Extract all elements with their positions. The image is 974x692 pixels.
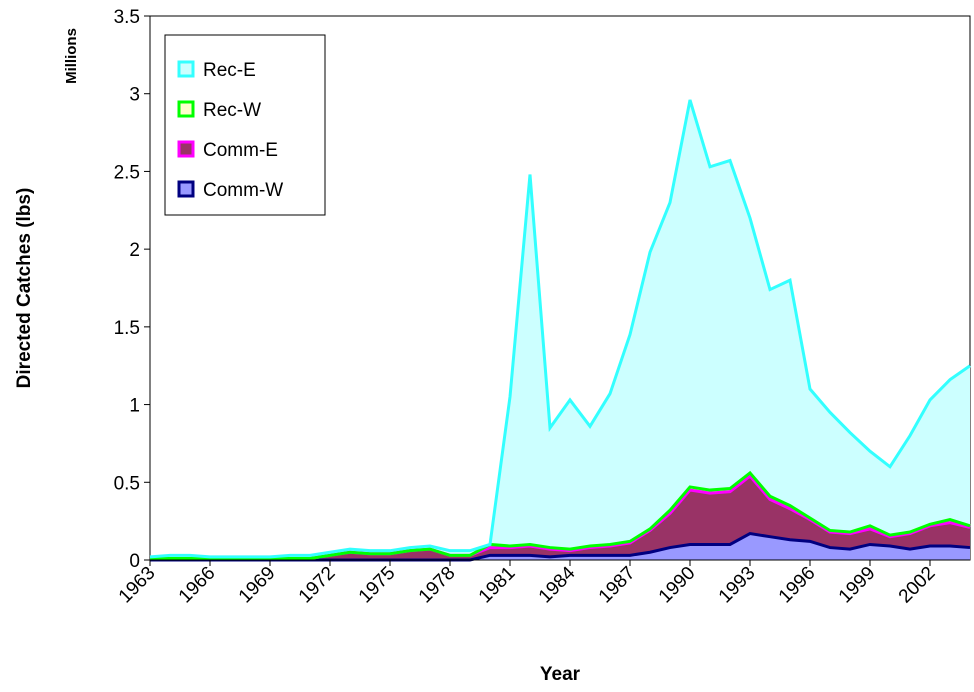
x-tick-label: 1993 (715, 563, 760, 608)
x-tick-label: 1996 (775, 563, 820, 608)
x-tick-label: 1999 (835, 563, 880, 608)
area (150, 99, 970, 559)
y-tick-label: 2.5 (114, 162, 140, 183)
y-tick-label: 3.5 (114, 7, 140, 28)
area-border (150, 470, 971, 560)
x-tick-label: 1969 (235, 563, 280, 608)
y-tick-label: 3 (129, 85, 140, 106)
x-tick-label: 1963 (115, 563, 160, 608)
area (150, 476, 970, 560)
x-tick-label: 2002 (895, 563, 940, 608)
x-tick-label: 1978 (415, 563, 460, 608)
y-tick-label: 0 (129, 551, 140, 572)
x-tick-label: 1975 (355, 563, 400, 608)
y-tick-label: 1.5 (114, 318, 140, 339)
legend-label: Comm-W (203, 180, 283, 201)
x-tick-label: 1990 (655, 563, 700, 608)
legend-swatch (177, 140, 195, 158)
legend-swatch (177, 60, 195, 78)
x-tick-label: 1972 (295, 563, 340, 608)
y-tick-label: 1 (129, 396, 140, 417)
x-tick-label: 1984 (535, 562, 580, 607)
legend-label: Rec-W (203, 100, 261, 121)
y-tick-label: 0.5 (114, 473, 140, 494)
area-border (149, 99, 971, 559)
y-unit-label: Millions (63, 28, 80, 84)
legend: Rec-E Rec-W Comm-E Comm-W (164, 34, 326, 216)
y-tick-label: 2 (129, 240, 140, 261)
x-tick-label: 1987 (595, 563, 640, 608)
x-tick-label: 1966 (175, 563, 220, 608)
x-tick-label: 1981 (475, 563, 520, 608)
legend-swatch (177, 180, 195, 198)
legend-label: Rec-E (203, 60, 256, 81)
y-axis-label: Directed Catches (lbs) (14, 188, 35, 389)
legend-swatch (177, 100, 195, 118)
legend-label: Comm-E (203, 140, 278, 161)
area (150, 533, 970, 560)
x-axis-label: Year (540, 664, 581, 685)
